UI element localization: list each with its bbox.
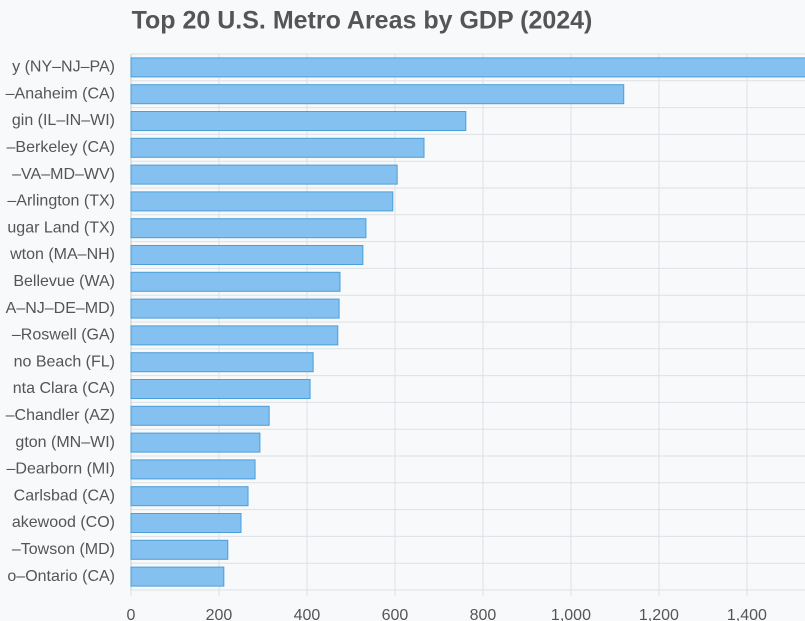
bar <box>130 405 270 426</box>
bar <box>130 352 314 373</box>
bar <box>130 245 364 265</box>
y-tick-label: –Roswell (GA) <box>12 327 115 344</box>
bar <box>130 137 425 158</box>
y-tick-label: wton (MA–NH) <box>9 246 115 263</box>
x-tick-label: 1,400 <box>727 607 767 621</box>
bar <box>130 379 311 399</box>
y-tick-label: –Dearborn (MI) <box>7 461 115 478</box>
y-tick-label: gin (IL–IN–WI) <box>12 112 115 129</box>
bar <box>130 486 249 507</box>
y-tick-label: ugar Land (TX) <box>7 219 115 236</box>
bar <box>130 566 225 587</box>
y-tick-label: o–Ontario (CA) <box>7 568 115 585</box>
x-tick-label: 200 <box>206 607 233 621</box>
y-tick-label: no Beach (FL) <box>14 353 115 370</box>
bar <box>130 218 367 239</box>
x-tick-label: 400 <box>294 607 321 621</box>
bar <box>130 432 261 453</box>
bar <box>130 271 341 292</box>
y-tick-label: nta Clara (CA) <box>13 380 115 397</box>
y-tick-label: –Arlington (TX) <box>7 193 115 210</box>
y-tick-label: –Towson (MD) <box>12 541 115 558</box>
x-tick-label: 1,000 <box>551 607 591 621</box>
bar <box>130 84 625 105</box>
y-tick-label: gton (MN–WI) <box>15 434 115 451</box>
bar <box>130 325 339 346</box>
bar <box>130 111 467 131</box>
bar <box>130 191 394 212</box>
bar <box>130 57 805 78</box>
chart-title: Top 20 U.S. Metro Areas by GDP (2024) <box>132 7 593 35</box>
x-tick-label: 1,200 <box>639 607 679 621</box>
y-tick-label: –Berkeley (CA) <box>7 139 115 156</box>
y-tick-label: Carlsbad (CA) <box>14 487 115 504</box>
bar <box>130 459 256 480</box>
y-tick-label: Bellevue (WA) <box>13 273 115 290</box>
bar <box>130 513 242 533</box>
x-tick-label: 600 <box>382 607 409 621</box>
y-tick-label: A–NJ–DE–MD) <box>6 300 115 317</box>
bar <box>130 164 398 185</box>
y-tick-label: –Anaheim (CA) <box>6 85 115 102</box>
bar <box>130 298 340 319</box>
plot: 0 200 400 600 800 1,000 1,200 1,400 <box>127 53 805 621</box>
bar <box>130 539 229 560</box>
y-tick-label: –VA–MD–WV) <box>12 166 115 183</box>
x-tick-label: 0 <box>127 607 136 621</box>
x-tick-label: 800 <box>470 607 497 621</box>
y-tick-label: –Chandler (AZ) <box>6 407 115 424</box>
y-tick-label: y (NY–NJ–PA) <box>12 59 115 76</box>
y-tick-label: akewood (CO) <box>12 514 115 531</box>
